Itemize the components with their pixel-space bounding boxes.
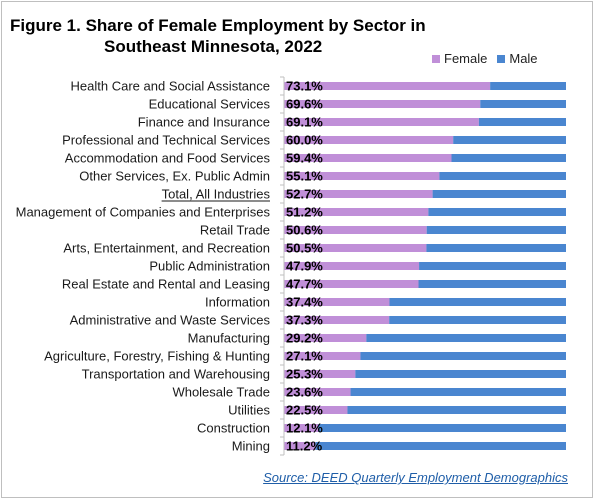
legend-label-male: Male xyxy=(509,51,538,66)
bar-male xyxy=(389,316,566,324)
bar-female xyxy=(284,82,491,90)
bar-male xyxy=(453,136,566,144)
bar-female xyxy=(284,316,390,324)
bar-female xyxy=(284,262,420,270)
bar-male xyxy=(439,172,566,180)
category-label: Total, All Industries xyxy=(162,187,271,202)
category-label: Management of Companies and Enterprises xyxy=(16,205,271,220)
data-label-female: 52.7% xyxy=(286,187,323,202)
data-label-female: 25.3% xyxy=(286,367,323,382)
category-label: Retail Trade xyxy=(200,223,270,238)
bar-female xyxy=(284,100,481,108)
category-label: Transportation and Warehousing xyxy=(82,367,270,382)
data-label-female: 50.6% xyxy=(286,223,323,238)
category-label: Arts, Entertainment, and Recreation xyxy=(63,241,270,256)
chart-legend: Female Male xyxy=(432,51,548,66)
legend-item-male: Male xyxy=(497,51,538,66)
data-label-female: 60.0% xyxy=(286,133,323,148)
category-label: Public Administration xyxy=(149,259,270,274)
category-label: Utilities xyxy=(228,403,270,418)
category-label: Professional and Technical Services xyxy=(62,133,270,148)
category-label: Accommodation and Food Services xyxy=(65,151,271,166)
category-label: Finance and Insurance xyxy=(138,115,270,130)
bar-female xyxy=(284,154,452,162)
chart-title-line1: Figure 1. Share of Female Employment by … xyxy=(10,16,426,35)
bar-female xyxy=(284,406,348,414)
bar-male xyxy=(347,406,566,414)
data-label-female: 69.1% xyxy=(286,115,323,130)
data-label-female: 37.4% xyxy=(286,295,323,310)
category-label: Mining xyxy=(232,439,270,454)
bar-male xyxy=(426,244,566,252)
bar-female xyxy=(284,208,429,216)
data-label-female: 47.7% xyxy=(286,277,323,292)
data-label-female: 23.6% xyxy=(286,385,323,400)
bar-male xyxy=(389,298,566,306)
bar-male xyxy=(418,280,566,288)
bar-female xyxy=(284,136,454,144)
bar-male xyxy=(490,82,566,90)
bar-male xyxy=(360,352,566,360)
data-label-female: 51.2% xyxy=(286,205,323,220)
category-label: Agriculture, Forestry, Fishing & Hunting xyxy=(44,349,270,364)
bar-female xyxy=(284,172,440,180)
category-label: Information xyxy=(205,295,270,310)
bar-male xyxy=(419,262,566,270)
legend-item-female: Female xyxy=(432,51,487,66)
data-label-female: 50.5% xyxy=(286,241,323,256)
legend-label-female: Female xyxy=(444,51,488,66)
bar-female xyxy=(284,280,419,288)
data-label-female: 59.4% xyxy=(286,151,323,166)
bar-female xyxy=(284,424,319,432)
category-label: Manufacturing xyxy=(188,331,270,346)
bar-male xyxy=(366,334,566,342)
bar-male xyxy=(355,370,566,378)
data-label-female: 55.1% xyxy=(286,169,323,184)
bar-male xyxy=(432,190,566,198)
category-label: Administrative and Waste Services xyxy=(70,313,271,328)
data-label-female: 29.2% xyxy=(286,331,323,346)
bar-male xyxy=(318,424,566,432)
bar-female xyxy=(284,298,390,306)
category-label: Construction xyxy=(197,421,270,436)
category-label: Health Care and Social Assistance xyxy=(71,79,270,94)
category-label: Wholesale Trade xyxy=(172,385,270,400)
bar-female xyxy=(284,118,479,126)
bar-male xyxy=(350,388,566,396)
bar-female xyxy=(284,388,351,396)
bar-female xyxy=(284,334,367,342)
legend-swatch-female xyxy=(432,54,440,63)
data-label-female: 12.1% xyxy=(286,421,323,436)
chart-source: Source: DEED Quarterly Employment Demogr… xyxy=(263,470,568,485)
category-label: Other Services, Ex. Public Admin xyxy=(79,169,270,184)
data-label-female: 73.1% xyxy=(286,79,323,94)
data-label-female: 69.6% xyxy=(286,97,323,112)
bar-female xyxy=(284,226,427,234)
bar-female xyxy=(284,244,427,252)
bar-male xyxy=(480,100,566,108)
bar-male xyxy=(315,442,566,450)
data-label-female: 47.9% xyxy=(286,259,323,274)
bar-female xyxy=(284,442,316,450)
data-label-female: 27.1% xyxy=(286,349,323,364)
bar-male xyxy=(426,226,566,234)
category-label: Educational Services xyxy=(149,97,271,112)
legend-swatch-male xyxy=(497,54,506,63)
bar-female xyxy=(284,352,361,360)
bar-female xyxy=(284,370,356,378)
bar-male xyxy=(478,118,566,126)
chart-title-line2: Southeast Minnesota, 2022 xyxy=(104,37,323,56)
bar-male xyxy=(451,154,566,162)
data-label-female: 22.5% xyxy=(286,403,323,418)
category-label: Real Estate and Rental and Leasing xyxy=(62,277,270,292)
data-label-female: 11.2% xyxy=(286,439,323,454)
bar-male xyxy=(428,208,566,216)
bar-female xyxy=(284,190,433,198)
data-label-female: 37.3% xyxy=(286,313,323,328)
